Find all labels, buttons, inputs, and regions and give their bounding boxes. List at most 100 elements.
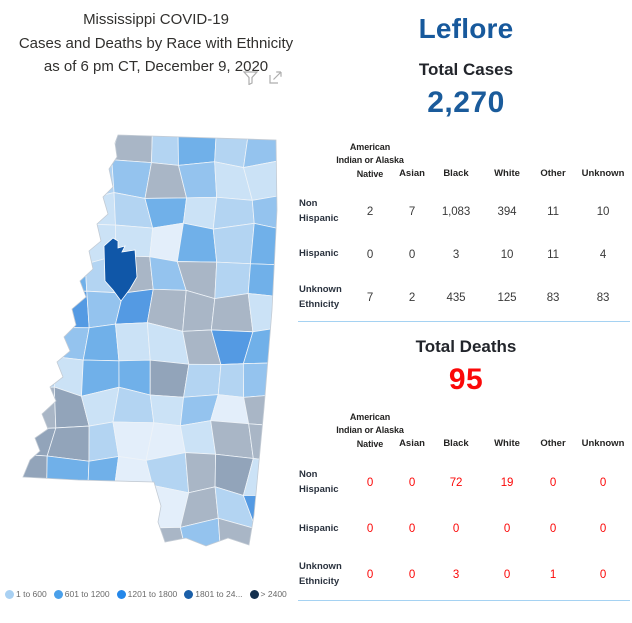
county-shape[interactable]: [18, 165, 51, 201]
county-shape[interactable]: [243, 130, 283, 169]
legend-label: > 2400: [260, 589, 287, 599]
legend-item[interactable]: 1201 to 1800: [116, 589, 178, 599]
county-shape[interactable]: [18, 130, 51, 167]
legend-label: 1 to 600: [16, 589, 47, 599]
county-shape[interactable]: [250, 222, 283, 266]
county-shape[interactable]: [18, 256, 57, 296]
legend-item[interactable]: 601 to 1200: [53, 589, 110, 599]
table-value: 0: [366, 248, 374, 261]
row-label: Hispanic: [299, 248, 339, 260]
county-shape[interactable]: [243, 158, 283, 201]
table-value: 0: [408, 477, 416, 489]
table-value: 83: [546, 291, 560, 304]
report-title-line: Mississippi COVID-19: [83, 11, 229, 28]
table-value: 394: [497, 205, 517, 218]
total-cases-value: 2,270: [427, 86, 505, 119]
legend-label: 1201 to 1800: [127, 589, 178, 599]
table-value: 2: [366, 205, 374, 218]
county-shape[interactable]: [46, 290, 90, 329]
county-shape[interactable]: [184, 452, 217, 494]
county-shape[interactable]: [82, 323, 120, 362]
county-shape[interactable]: [247, 293, 283, 333]
total-cases-label: Total Cases: [418, 60, 514, 79]
table-value: 0: [549, 523, 557, 535]
county-shape[interactable]: [179, 420, 217, 455]
county-shape[interactable]: [45, 488, 89, 530]
table-value: 10: [500, 248, 514, 261]
county-shape[interactable]: [210, 293, 254, 333]
county-shape[interactable]: [176, 222, 218, 263]
table-value: 0: [599, 523, 607, 535]
legend-dot-icon: [116, 589, 126, 599]
county-shape[interactable]: [111, 159, 152, 199]
table-value: 7: [366, 291, 374, 304]
county-shape[interactable]: [242, 361, 283, 398]
county-shape[interactable]: [214, 261, 251, 300]
column-header: Unknown: [581, 167, 625, 179]
legend-label: 1801 to 24...: [195, 589, 243, 599]
county-shape[interactable]: [46, 455, 90, 495]
county-shape[interactable]: [120, 522, 155, 555]
county-shape[interactable]: [183, 363, 222, 398]
legend-item[interactable]: > 2400: [249, 589, 287, 599]
column-header: White: [494, 437, 520, 449]
map-legend: 1 to 600 601 to 1200 1201 to 1800 1801 to 2…: [5, 589, 287, 599]
county-shape[interactable]: [251, 191, 283, 234]
row-label: Unknown Ethnicity: [299, 283, 342, 310]
table-value: 0: [452, 523, 460, 535]
county-shape[interactable]: [248, 423, 283, 464]
county-shape[interactable]: [49, 164, 84, 201]
county-shape[interactable]: [250, 521, 283, 555]
row-label: Non Hispanic: [299, 469, 339, 495]
column-header: Asian: [399, 167, 425, 179]
county-shape[interactable]: [45, 524, 91, 555]
legend-item[interactable]: 1801 to 24...: [184, 589, 243, 599]
county-shape[interactable]: [212, 222, 255, 265]
county-shape[interactable]: [151, 130, 179, 166]
county-shape[interactable]: [18, 327, 57, 358]
filter-funnel-icon[interactable]: [242, 71, 259, 90]
table-value: 19: [500, 477, 514, 489]
legend-item[interactable]: 1 to 600: [5, 589, 47, 599]
county-leflore-selected[interactable]: [103, 237, 138, 302]
county-shape[interactable]: [18, 225, 57, 265]
county-shape[interactable]: [113, 484, 153, 529]
county-shape[interactable]: [54, 223, 86, 265]
state-outline: [22, 134, 278, 547]
county-shape[interactable]: [217, 363, 245, 398]
legend-label: 601 to 1200: [64, 589, 110, 599]
county-shape[interactable]: [86, 522, 124, 555]
county-shape[interactable]: [50, 199, 84, 230]
visual-header-icons: [242, 71, 282, 90]
county-shape[interactable]: [18, 355, 57, 391]
county-shape[interactable]: [210, 420, 254, 459]
table-value: 3: [452, 248, 460, 261]
county-shape[interactable]: [18, 526, 55, 555]
county-shape[interactable]: [149, 394, 185, 427]
table-value: 4: [599, 248, 607, 261]
county-shape[interactable]: [46, 256, 88, 293]
county-shape[interactable]: [18, 386, 57, 432]
table-value: 72: [449, 477, 463, 489]
county-shape[interactable]: [86, 487, 122, 526]
table-value: 1: [549, 569, 557, 581]
county-shape[interactable]: [243, 392, 283, 429]
county-shape[interactable]: [49, 130, 80, 167]
table-value: 83: [596, 291, 610, 304]
county-shape[interactable]: [177, 130, 218, 166]
table-value: 0: [408, 523, 416, 535]
county-shape[interactable]: [18, 189, 55, 230]
table-value: 0: [599, 569, 607, 581]
focus-mode-icon[interactable]: [269, 71, 282, 90]
county-shape[interactable]: [18, 452, 48, 495]
county-shape[interactable]: [18, 485, 47, 530]
county-shape[interactable]: [149, 359, 190, 398]
county-shape[interactable]: [78, 192, 116, 226]
county-shape[interactable]: [179, 517, 223, 555]
county-shape[interactable]: [115, 322, 151, 362]
county-shape[interactable]: [87, 456, 120, 490]
total-deaths-value: 95: [448, 363, 484, 396]
county-shape[interactable]: [247, 263, 283, 299]
table-value: 0: [366, 569, 374, 581]
county-shape[interactable]: [18, 291, 49, 330]
